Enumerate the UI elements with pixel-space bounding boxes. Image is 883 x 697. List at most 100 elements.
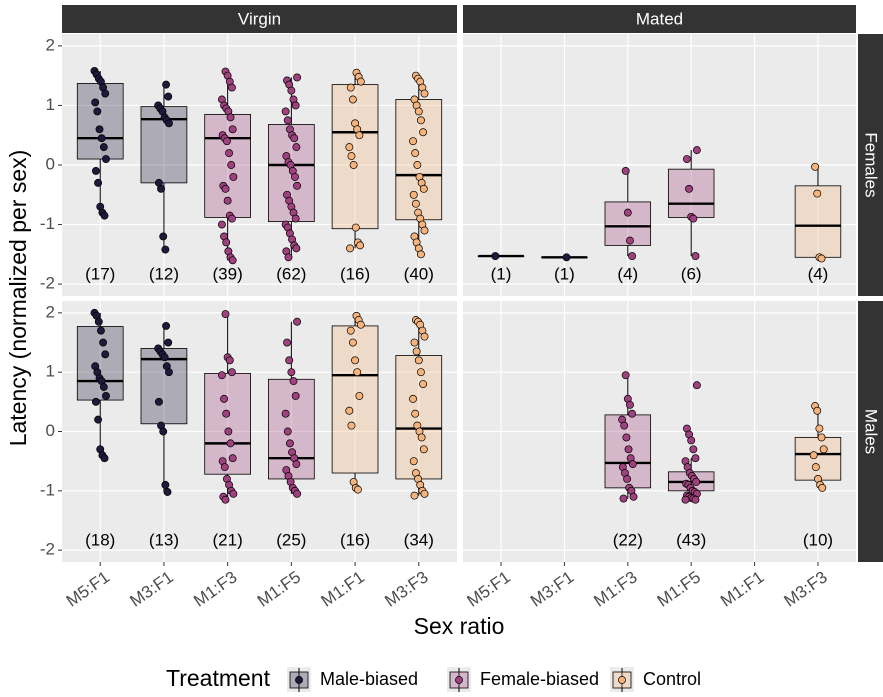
count-label: (25)	[276, 530, 306, 549]
point	[93, 107, 102, 116]
point	[419, 445, 428, 454]
point	[220, 463, 229, 472]
point	[227, 83, 236, 92]
count-label: (39)	[213, 264, 243, 283]
point	[692, 381, 701, 390]
point	[157, 184, 166, 193]
point	[409, 137, 417, 146]
y-tick-label: -2	[40, 540, 55, 559]
point	[161, 245, 170, 254]
point	[817, 254, 826, 263]
y-tick-label: 1	[46, 362, 55, 381]
point	[225, 149, 234, 158]
point	[227, 368, 236, 377]
point	[293, 73, 302, 82]
point	[228, 454, 237, 463]
facet-strip	[858, 301, 883, 562]
point	[225, 356, 234, 365]
point	[217, 371, 226, 380]
point	[222, 238, 231, 247]
point	[346, 83, 355, 92]
point	[628, 460, 637, 469]
point	[101, 89, 110, 98]
point	[220, 394, 229, 403]
point	[283, 338, 292, 347]
legend-key	[618, 676, 626, 684]
point	[356, 77, 365, 86]
facet-strip	[858, 34, 883, 296]
point	[411, 149, 420, 158]
point	[291, 214, 300, 223]
point	[417, 433, 426, 442]
point	[685, 184, 694, 193]
legend-label: Male-biased	[320, 669, 418, 689]
count-label: (18)	[85, 530, 115, 549]
point	[227, 214, 236, 223]
count-label: (22)	[613, 530, 643, 549]
point	[628, 252, 637, 261]
point	[228, 256, 237, 265]
point	[96, 326, 105, 335]
point	[283, 116, 292, 125]
count-label: (16)	[340, 530, 370, 549]
point	[689, 214, 698, 223]
x-tick-label: M3:F3	[780, 567, 830, 610]
point	[99, 383, 108, 391]
point	[353, 368, 362, 377]
point	[293, 181, 302, 190]
y-tick-label: -1	[40, 214, 55, 233]
point	[351, 356, 360, 365]
point	[347, 421, 356, 430]
point	[223, 196, 232, 205]
point	[102, 155, 110, 163]
point	[292, 244, 301, 253]
point	[419, 184, 428, 193]
count-label: (6)	[681, 264, 702, 283]
point	[287, 368, 296, 377]
point	[619, 494, 628, 503]
point	[159, 232, 168, 241]
point	[291, 391, 300, 400]
x-tick-label: M1:F1	[717, 567, 767, 610]
facet-strip	[62, 5, 457, 33]
point	[162, 80, 171, 89]
count-label: (4)	[617, 264, 638, 283]
point	[290, 134, 299, 143]
point	[100, 211, 109, 220]
point	[562, 253, 571, 262]
legend-key	[295, 676, 303, 684]
point	[811, 162, 820, 171]
point	[355, 391, 364, 400]
point	[94, 415, 103, 424]
count-label: (4)	[808, 264, 829, 283]
point	[356, 320, 365, 329]
point	[409, 394, 417, 403]
point	[420, 226, 429, 235]
point	[285, 356, 294, 365]
point	[420, 89, 429, 98]
count-label: (16)	[340, 264, 370, 283]
point	[420, 332, 429, 341]
point	[217, 220, 226, 229]
point	[221, 310, 230, 318]
point	[346, 244, 354, 253]
x-tick-label: M3:F3	[381, 567, 431, 610]
point	[228, 125, 237, 134]
count-label: (43)	[676, 530, 706, 549]
y-tick-label: 2	[46, 35, 55, 54]
x-tick-label: M1:F1	[318, 567, 368, 610]
count-label: (1)	[491, 264, 512, 283]
point	[229, 172, 238, 181]
box	[76, 326, 124, 401]
point	[815, 424, 824, 433]
point	[281, 107, 290, 116]
point	[411, 199, 420, 208]
point	[410, 491, 419, 500]
count-label: (62)	[276, 264, 306, 283]
point	[161, 480, 170, 489]
point	[491, 252, 500, 261]
y-tick-label: 1	[46, 95, 55, 114]
count-label: (12)	[149, 264, 179, 283]
